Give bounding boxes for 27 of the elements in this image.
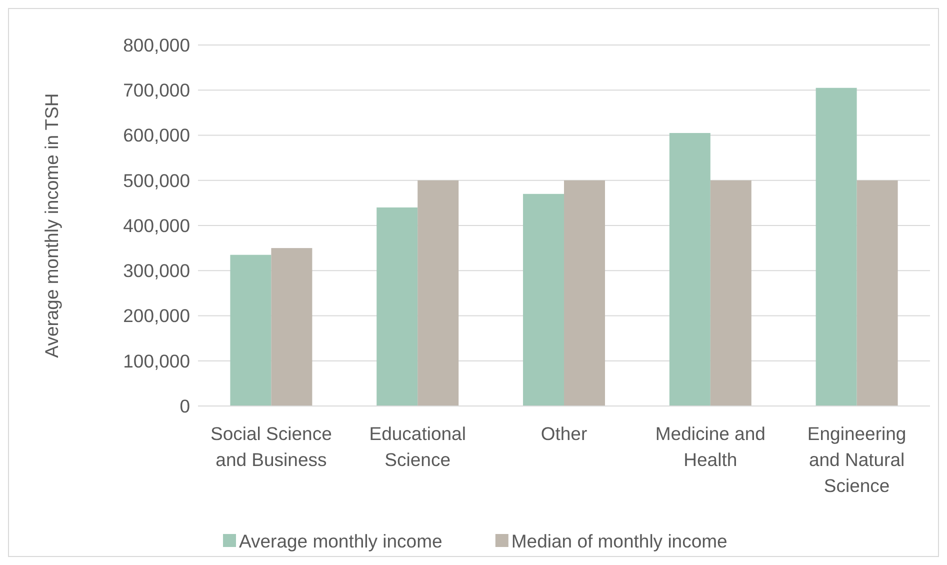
y-tick-label: 100,000 <box>123 350 190 372</box>
x-tick-label: Medicine and Health <box>655 423 766 470</box>
y-tick-label: 800,000 <box>123 34 190 56</box>
bar <box>418 180 459 406</box>
y-tick-label: 300,000 <box>123 260 190 282</box>
bar <box>669 132 710 406</box>
bar <box>816 88 857 406</box>
bar <box>710 180 752 406</box>
y-tick-label: 200,000 <box>123 305 190 326</box>
y-tick-label: 600,000 <box>123 124 190 146</box>
y-axis-title: Average monthly income in TSH <box>41 93 62 358</box>
y-tick-label: 700,000 <box>123 80 190 101</box>
y-tick-label: 500,000 <box>123 170 190 191</box>
y-tick-label: 400,000 <box>123 214 190 236</box>
bar <box>564 180 605 406</box>
x-tick-label: Other <box>540 423 588 444</box>
y-tick-label: 0 <box>180 395 190 416</box>
x-tick-label: Social Science and Business <box>210 423 332 470</box>
bar <box>523 194 564 406</box>
legend-label: Median of monthly income <box>511 530 728 552</box>
x-tick-label: Educational Science <box>369 423 466 470</box>
legend-label: Average monthly income <box>239 530 442 552</box>
bar <box>856 180 898 406</box>
x-tick-label: Engineering and Natural Science <box>807 423 906 496</box>
bar <box>271 248 312 406</box>
bar <box>376 207 418 406</box>
bar <box>230 254 272 406</box>
